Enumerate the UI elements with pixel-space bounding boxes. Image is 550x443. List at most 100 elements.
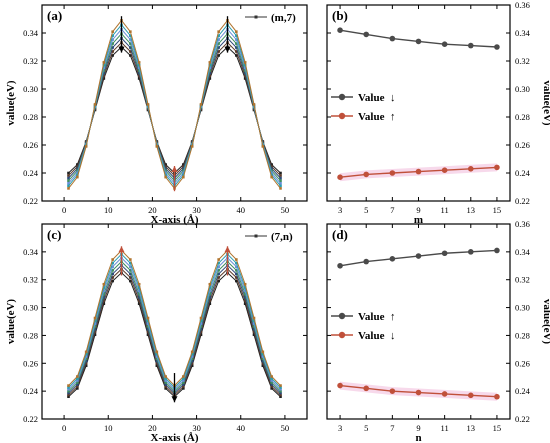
data-point [129, 46, 132, 49]
data-point [217, 268, 220, 272]
data-point [164, 379, 167, 382]
data-point [111, 272, 114, 276]
data-point [76, 171, 79, 175]
data-point [337, 262, 343, 269]
data-point [235, 265, 238, 268]
data-point [494, 393, 500, 400]
data-point [111, 50, 114, 53]
x-tick-label: 13 [467, 423, 476, 433]
data-point [199, 327, 203, 331]
y-tick-label: 0.28 [515, 330, 530, 340]
data-point [279, 171, 282, 175]
data-point [129, 272, 132, 276]
data-point [261, 350, 265, 354]
data-point [129, 54, 132, 57]
data-point [164, 375, 167, 378]
data-point [164, 173, 167, 177]
data-point [270, 383, 273, 386]
data-point [102, 63, 106, 67]
data-point [102, 292, 106, 296]
y-tick-label: 0.32 [23, 275, 38, 285]
valley-arrow-head [171, 166, 178, 172]
data-point [111, 279, 114, 283]
data-point [441, 41, 448, 47]
data-point [67, 179, 70, 182]
legend-marker [254, 15, 258, 19]
data-point [137, 71, 141, 75]
data-point [155, 359, 159, 363]
data-point [190, 350, 194, 354]
y-axis-title: value(eV) [5, 299, 17, 345]
x-tick-label: 30 [192, 205, 201, 215]
legend-arrow: ↑ [390, 111, 396, 123]
data-point [270, 387, 273, 390]
y-tick-label: 0.28 [23, 112, 38, 122]
data-point [217, 54, 220, 57]
data-point [76, 165, 79, 168]
data-point [155, 350, 159, 354]
data-point [182, 385, 185, 388]
data-point [102, 74, 106, 78]
series-line [339, 29, 497, 48]
legend-label: Value [358, 111, 385, 123]
data-point [217, 34, 220, 37]
data-point [243, 66, 247, 70]
legend-label: (m,7) [271, 12, 296, 24]
peak-arrow-head [224, 246, 231, 253]
data-point [129, 42, 132, 45]
data-point [137, 74, 141, 78]
data-point [279, 184, 282, 188]
data-point [252, 333, 256, 337]
data-point [467, 249, 474, 255]
data-point [279, 387, 282, 391]
data-point [243, 289, 247, 293]
data-point [76, 167, 79, 171]
data-point [76, 383, 79, 386]
series-line [68, 260, 281, 392]
x-tick-label: 13 [467, 205, 476, 215]
data-point [164, 377, 167, 380]
data-point [279, 389, 282, 393]
data-point [76, 375, 79, 378]
legend-label: Value [358, 311, 385, 323]
data-point [243, 295, 247, 299]
series-line [68, 24, 281, 187]
data-point [243, 69, 247, 72]
data-point [199, 316, 203, 320]
data-point [279, 386, 282, 389]
data-point [137, 289, 141, 293]
data-point [243, 63, 247, 67]
data-point [102, 61, 106, 64]
data-point [363, 258, 370, 265]
data-point [235, 34, 238, 37]
data-point [129, 268, 132, 272]
y-tick-label: 0.36 [515, 219, 530, 229]
y-tick-label: 0.34 [515, 247, 531, 257]
y-tick-label: 0.26 [515, 140, 530, 150]
data-point [76, 381, 79, 384]
legend-arrow: ↑ [390, 311, 396, 323]
y-tick-label: 0.26 [23, 140, 38, 150]
series-line [68, 37, 281, 179]
data-point [164, 385, 167, 388]
data-point [111, 276, 114, 279]
data-point [129, 30, 132, 33]
data-point [261, 357, 265, 361]
x-tick-label: 50 [281, 423, 290, 433]
data-point [111, 30, 114, 33]
data-point [243, 71, 247, 75]
data-point [182, 173, 185, 177]
y-tick-label: 0.22 [515, 414, 530, 424]
series-line [68, 41, 281, 177]
panel-label: (b) [332, 8, 348, 23]
data-point [164, 383, 167, 386]
legend-arrow: ↓ [390, 92, 396, 104]
plot-frame [41, 223, 308, 420]
y-tick-label: 0.32 [515, 275, 530, 285]
y-tick-label: 0.34 [23, 28, 39, 38]
legend-label: Value [358, 330, 385, 342]
data-point [93, 333, 97, 337]
data-point [164, 387, 167, 390]
data-point [252, 316, 256, 320]
x-axis-title: X-axis (Å) [151, 432, 199, 443]
